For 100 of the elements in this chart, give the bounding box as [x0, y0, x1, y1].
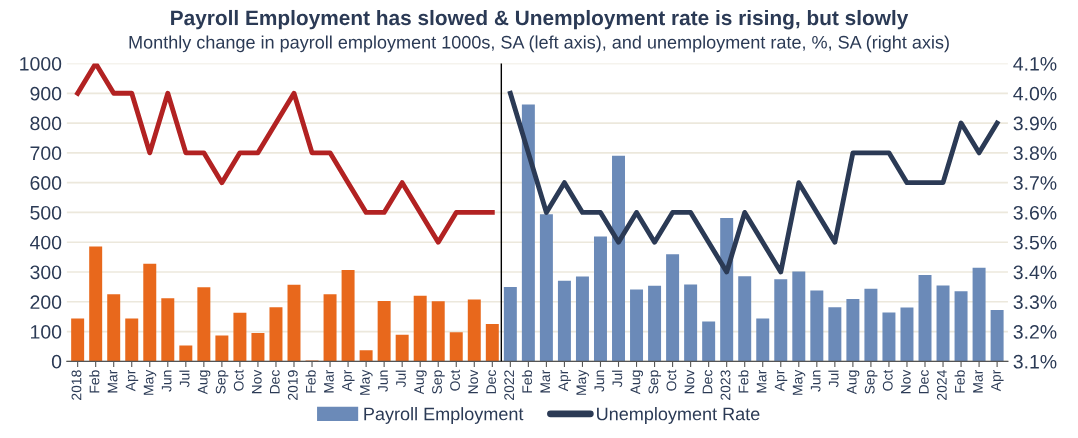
y2-tick-label: 3.1%: [1013, 354, 1057, 369]
bar: [467, 299, 481, 362]
x-tick-label: Mar: [973, 369, 983, 393]
x-tick-label: Dec: [486, 370, 497, 394]
x-tick-label: Feb: [738, 370, 749, 393]
bar: [233, 312, 247, 362]
bar: [900, 307, 914, 362]
y2-tick-label: 3.5%: [1013, 235, 1057, 250]
legend-label: Unemployment Rate: [597, 407, 760, 424]
x-tick-label: May: [576, 369, 589, 395]
x-tick-label: May: [360, 369, 373, 395]
x-tick-label: Oct: [233, 369, 244, 391]
bar: [143, 263, 157, 362]
legend-label: Payroll Employment: [364, 407, 524, 424]
y-tick-label: 500: [30, 205, 62, 220]
x-tick-label: Jun: [810, 370, 821, 392]
x-tick-label: Apr: [558, 369, 571, 392]
bar: [684, 284, 698, 362]
bar: [341, 269, 355, 362]
x-tick-label: May: [792, 369, 806, 395]
y2-tick-label: 4.1%: [1013, 57, 1057, 71]
x-tick-label: Feb: [89, 370, 100, 393]
x-tick-label: Aug: [197, 370, 211, 395]
x-tick-label: Apr: [125, 369, 139, 392]
bar: [648, 285, 662, 362]
chart-subtitle: Monthly change in payroll employment 1000s, SA (left axis), and unemployment rate, %, SA (right axis): [129, 35, 949, 53]
y2-tick-label: 3.8%: [1013, 146, 1057, 161]
bar: [774, 279, 788, 362]
y2-tick-label: 3.6%: [1013, 205, 1057, 220]
bar: [395, 334, 409, 362]
bar: [756, 318, 770, 362]
x-tick-label: Oct: [666, 369, 677, 391]
bar: [738, 276, 752, 362]
bar: [287, 284, 301, 362]
y2-tick-label: 4.0%: [1013, 86, 1057, 101]
y2-tick-label: 3.4%: [1013, 265, 1057, 280]
x-tick-label: Feb: [521, 370, 533, 393]
x-tick-label: Nov: [468, 369, 479, 394]
bar: [89, 246, 103, 362]
x-tick-label: Sep: [648, 370, 662, 394]
x-tick-label: Nov: [251, 369, 262, 394]
y-tick-label: 600: [30, 176, 62, 190]
x-tick-label: Jun: [378, 370, 388, 392]
x-tick-label: Nov: [684, 369, 695, 394]
bar: [251, 333, 265, 362]
line-series: [507, 90, 1000, 275]
x-tick-label: Mar: [540, 369, 551, 393]
y2-tick-label: 3.3%: [1013, 295, 1057, 310]
x-tick-label: 2024: [936, 370, 947, 400]
x-tick-label: Jul: [612, 370, 623, 388]
x-tick-label: Apr: [774, 369, 788, 392]
x-tick-label: Feb: [954, 370, 965, 393]
x-tick-label: Mar: [756, 369, 767, 393]
bar: [161, 298, 175, 362]
bar: [125, 318, 139, 362]
bar: [990, 310, 1004, 362]
y-tick-label: 900: [30, 86, 62, 101]
y2-tick-label: 3.2%: [1013, 325, 1057, 339]
bar: [179, 345, 193, 362]
bar: [485, 324, 499, 362]
x-tick-label: Jul: [828, 370, 839, 388]
y-tick-label: 1000: [20, 56, 62, 71]
x-tick-label: May: [143, 369, 157, 395]
bar: [918, 274, 932, 362]
bar: [71, 318, 85, 362]
bar: [792, 271, 806, 362]
bar: [377, 300, 391, 362]
x-tick-label: Apr: [991, 369, 1004, 392]
x-tick-label: 2022: [504, 370, 515, 400]
bar: [828, 307, 842, 362]
bar: [810, 290, 824, 362]
bar: [503, 286, 517, 362]
x-tick-label: Jul: [395, 370, 406, 388]
line-series: [75, 63, 495, 245]
bar: [666, 254, 680, 362]
x-tick-label: 2018: [71, 370, 82, 400]
y-tick-label: 700: [30, 146, 62, 161]
bar: [557, 280, 571, 362]
bar: [846, 299, 860, 362]
y-tick-label: 0: [51, 354, 62, 369]
x-tick-label: Aug: [846, 370, 860, 395]
x-tick-label: Jun: [594, 370, 605, 392]
bar: [575, 276, 589, 362]
bar: [449, 332, 463, 362]
y-tick-label: 200: [30, 295, 62, 310]
y-tick-label: 300: [30, 265, 62, 280]
bar: [936, 285, 950, 362]
x-tick-label: Aug: [414, 370, 427, 395]
x-tick-label: Oct: [882, 369, 893, 391]
x-tick-label: Aug: [630, 370, 644, 395]
bar: [882, 312, 896, 362]
x-tick-label: Sep: [864, 370, 878, 394]
x-tick-label: Mar: [324, 369, 334, 393]
x-tick-label: Jul: [179, 370, 190, 388]
x-tick-label: Dec: [702, 370, 713, 394]
bar: [612, 155, 625, 362]
bar: [630, 289, 644, 362]
x-tick-label: Apr: [342, 369, 355, 392]
y2-tick-label: 3.7%: [1013, 176, 1057, 190]
bar: [215, 335, 229, 362]
